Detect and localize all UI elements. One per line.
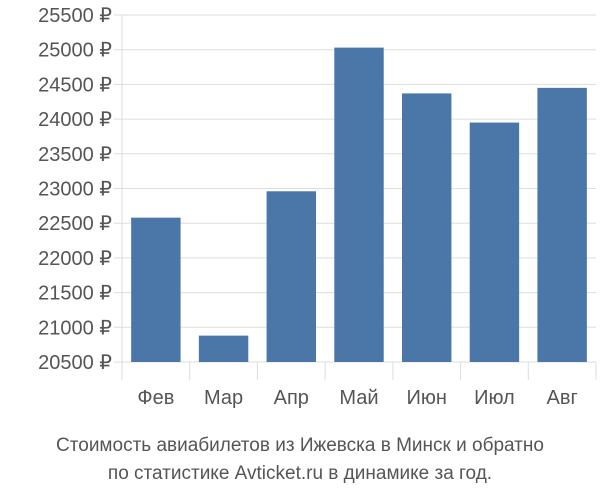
x-tick-label: Мар xyxy=(204,387,243,409)
x-axis-ticks: Фев Мар Апр Май Июн Июл Авг xyxy=(137,362,597,409)
x-tick-label: Апр xyxy=(274,387,309,409)
x-tick-label: Июл xyxy=(474,387,515,409)
x-tick-label: Фев xyxy=(137,387,174,409)
y-tick-label: 21500 ₽ xyxy=(38,283,112,305)
y-tick-label: 21000 ₽ xyxy=(38,317,112,339)
x-tick-label: Авг xyxy=(547,387,578,409)
y-tick-label: 23500 ₽ xyxy=(38,144,112,166)
bar xyxy=(469,122,520,362)
y-tick-label: 20500 ₽ xyxy=(38,352,112,374)
y-tick-label: 22000 ₽ xyxy=(38,248,112,270)
bar xyxy=(198,335,249,362)
y-axis-ticks: 20500 ₽ 21000 ₽ 21500 ₽ 22000 ₽ 22500 ₽ 23000… xyxy=(38,5,112,374)
y-tick-label: 24000 ₽ xyxy=(38,109,112,131)
y-tick-label: 22500 ₽ xyxy=(38,213,112,235)
bar xyxy=(334,47,384,362)
bar xyxy=(537,87,587,363)
bars xyxy=(131,47,587,363)
chart-caption-line-1: Стоимость авиабилетов из Ижевска в Минск… xyxy=(56,435,544,456)
bar xyxy=(401,93,452,362)
x-tick-label: Июн xyxy=(407,387,447,409)
chart-caption-line-2: по статистике Avticket.ru в динамике за … xyxy=(107,463,493,484)
y-tick-label: 24500 ₽ xyxy=(38,74,112,96)
bar xyxy=(266,191,317,362)
bar-chart: 20500 ₽ 21000 ₽ 21500 ₽ 22000 ₽ 22500 ₽ 23000… xyxy=(38,5,597,409)
y-tick-label: 25500 ₽ xyxy=(38,5,112,27)
bar xyxy=(131,217,181,362)
y-tick-label: 25000 ₽ xyxy=(38,40,112,62)
x-tick-label: Май xyxy=(339,387,378,409)
y-tick-label: 23000 ₽ xyxy=(38,179,112,201)
